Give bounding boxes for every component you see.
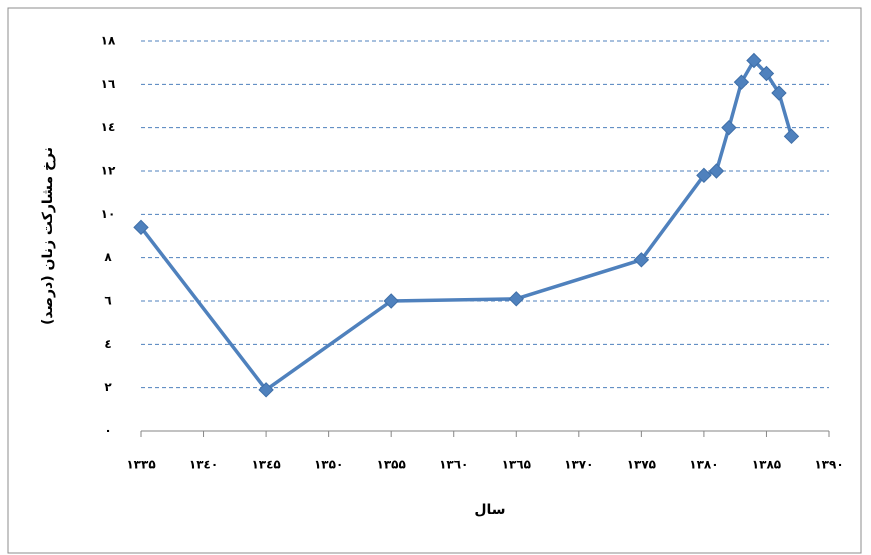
x-tick-label: ۱۳۷۵ bbox=[627, 458, 656, 472]
y-tick-label: ۱۰ bbox=[101, 207, 116, 221]
data-point bbox=[733, 74, 750, 90]
data-point bbox=[771, 85, 787, 101]
data-point bbox=[746, 52, 762, 69]
y-tick-label: ٦ bbox=[104, 294, 111, 308]
x-tick-label: ۱۳٤۵ bbox=[251, 458, 280, 472]
data-point bbox=[633, 252, 650, 268]
y-tick-label: ۲ bbox=[104, 380, 112, 394]
x-tick-label: ۱۳۵۰ bbox=[314, 458, 343, 472]
data-point bbox=[783, 128, 800, 145]
y-axis-label: نرخ مشارکت زنان (درصد) bbox=[40, 147, 56, 325]
x-tick-label: ۱۳۳۵ bbox=[126, 458, 155, 472]
x-tick-label: ۱۳۸۵ bbox=[752, 458, 781, 472]
y-tick-label: ۱٦ bbox=[101, 77, 116, 91]
x-tick-label: ۱۳٦۰ bbox=[439, 458, 468, 472]
y-tick-label: ۱۲ bbox=[101, 164, 116, 178]
x-tick-label: ۱۳۸۰ bbox=[689, 458, 718, 472]
data-point bbox=[758, 65, 775, 82]
data-point bbox=[721, 119, 737, 136]
data-point bbox=[383, 293, 399, 309]
x-tick-label: ۱۳۷۰ bbox=[564, 458, 593, 472]
data-point bbox=[133, 219, 149, 236]
data-point bbox=[508, 291, 524, 307]
chart-frame bbox=[7, 7, 862, 554]
x-tick-label: ۱۳۵۵ bbox=[377, 458, 406, 472]
x-axis-label: سال bbox=[474, 502, 505, 518]
x-tick-label: ۱۳۹۰ bbox=[814, 458, 843, 472]
data-point bbox=[258, 382, 274, 398]
y-tick-label: ۰ bbox=[104, 424, 111, 438]
data-point bbox=[708, 163, 725, 179]
x-tick-label: ۱۳٤۰ bbox=[189, 458, 218, 472]
y-tick-label: ۸ bbox=[104, 250, 112, 264]
y-tick-label: ۱۸ bbox=[101, 34, 116, 48]
y-tick-label: ۱٤ bbox=[101, 120, 116, 134]
data-point bbox=[696, 167, 712, 184]
y-tick-label: ٤ bbox=[104, 337, 111, 351]
x-tick-label: ۱۳٦۵ bbox=[502, 458, 531, 472]
